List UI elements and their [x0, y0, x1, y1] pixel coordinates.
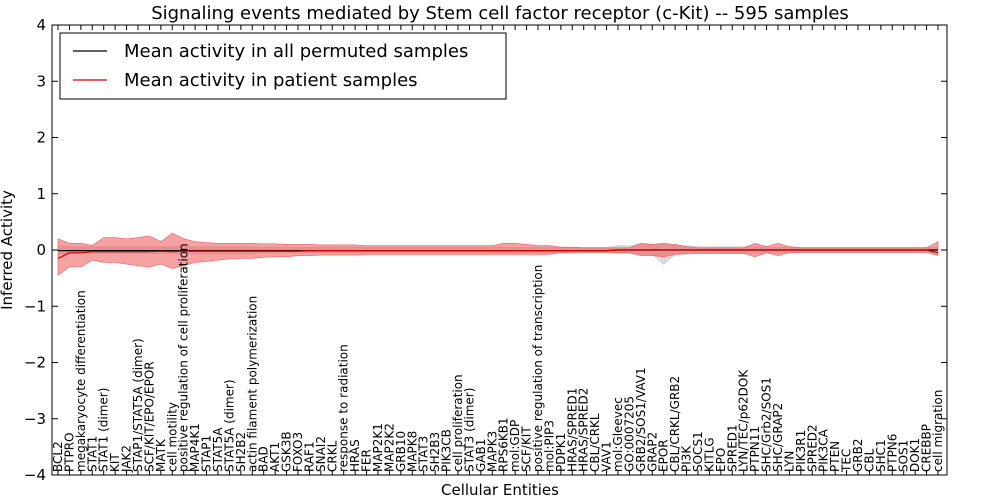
y-tick-label: 3 [36, 72, 46, 90]
x-tick-label: actin filament polymerization [245, 296, 259, 472]
x-tick-label: STAT5A [211, 427, 225, 472]
x-tick-label: PIK3CB [440, 429, 454, 472]
x-tick-label: SOCS1 [691, 431, 705, 472]
x-tick-label: GRB2 [851, 438, 865, 472]
y-tick-label: 2 [36, 129, 46, 147]
x-tick-label: SPRED1 [725, 424, 739, 472]
x-tick-label: mol:Gleevec [611, 397, 625, 472]
x-tick-label: cell motility [165, 402, 179, 472]
x-tick-label: megakaryocyte differentiation [74, 290, 88, 472]
x-tick-label: EPOR [657, 439, 671, 472]
legend-label-1: Mean activity in all permuted samples [124, 41, 468, 62]
y-tick-label: −3 [24, 410, 46, 428]
x-tick-label: DOK1 [908, 438, 922, 472]
x-tick-label: PTEN [828, 441, 842, 472]
x-tick-label: PI3K [680, 445, 694, 472]
x-tick-label: VAV1 [600, 441, 614, 472]
plot-area [57, 232, 939, 276]
x-tick-label: KITLG [702, 437, 716, 472]
x-tick-label: RPS6KB1 [497, 417, 511, 472]
x-tick-label: GO:0007205 [622, 396, 636, 472]
x-tick-label: KIT [108, 453, 122, 472]
x-tick-label: GSK3B [280, 431, 294, 472]
x-tick-label: positive regulation of transcription [531, 265, 545, 472]
x-tick-label: SHC/Grb2/SOS1 [760, 377, 774, 472]
x-tick-label: response to radiation [337, 344, 351, 472]
x-tick-label: STAP1 [200, 435, 214, 472]
x-tick-label: SCF/KIT [520, 426, 534, 472]
x-tick-label: MATK [154, 438, 168, 472]
x-tick-label: SH2B3 [428, 432, 442, 472]
x-tick-label: MAPK3 [485, 431, 499, 472]
x-tick-label: STAT1 [85, 436, 99, 472]
y-tick-label: −4 [24, 466, 46, 484]
x-tick-label: GRB2/SOS1/VAV1 [634, 367, 648, 472]
y-tick-label: 4 [36, 16, 46, 34]
x-tick-label: STAT5A (dimer) [222, 379, 236, 472]
x-tick-label: MAPK8 [405, 431, 419, 472]
x-tick-label: GRAP2 [645, 432, 659, 472]
x-tick-label: STAT3 [417, 436, 431, 472]
x-tick-label: HRAS [348, 439, 362, 472]
series-band-2 [57, 232, 939, 276]
y-tick-label: 1 [36, 185, 46, 203]
legend: Mean activity in all permuted samples Mea… [59, 32, 507, 100]
legend-box [59, 32, 507, 100]
x-tick-label: MAP2K1 [371, 423, 385, 472]
x-tick-label: CREBBP [920, 424, 934, 472]
x-tick-label: STAT1 (dimer) [97, 388, 111, 472]
x-tick-label: PDPK1 [554, 433, 568, 472]
x-tick-label: cell proliferation [451, 374, 465, 472]
x-tick-label: STAT3 (dimer) [462, 388, 476, 472]
x-tick-label: FER [360, 449, 374, 472]
x-tick-label: EPO [714, 448, 728, 472]
x-tick-label: GRB10 [394, 431, 408, 472]
x-tick-label: RAF1 [302, 441, 316, 472]
x-tick-label: CRKL [325, 440, 339, 472]
x-tick-label: SPRED2 [805, 424, 819, 472]
x-tick-label: MAP2K2 [382, 423, 396, 472]
x-tick-label: PTPN6 [885, 434, 899, 472]
x-tick-label: AKT1 [268, 442, 282, 472]
x-tick-label: STAP1/STAT5A (dimer) [131, 338, 145, 472]
x-tick-label: BAD [257, 446, 271, 472]
x-tick-label: HRAS/SPRED1 [565, 388, 579, 472]
x-tick-label: HRAS/SPRED2 [577, 388, 591, 472]
x-tick-label: PTPRO [62, 432, 76, 472]
x-tick-label: SHC/GRAP2 [771, 403, 785, 472]
series-line-2 [57, 249, 939, 259]
x-tick-label: BCL2 [51, 441, 65, 472]
x-tick-label: SHC1 [874, 439, 888, 472]
x-tick-label: FOXO3 [291, 432, 305, 472]
y-tick-label: −1 [24, 297, 46, 315]
x-tick-label: mol:GDP [508, 420, 522, 472]
y-axis-label: Inferred Activity [0, 190, 16, 310]
x-tick-label: PIK3CA [817, 428, 831, 472]
x-tick-label: CBL/CRKL [588, 413, 602, 472]
x-tick-label: MAP4K1 [188, 423, 202, 472]
x-axis-label: Cellular Entities [441, 481, 559, 499]
x-tick-label: JAK2 [120, 445, 134, 473]
x-tick-label: SOS1 [897, 440, 911, 472]
x-tick-label: PIK3R1 [794, 430, 808, 472]
x-tick-label: PTPN11 [748, 426, 762, 472]
x-tick-label: LYN/TEC/p62DOK [737, 369, 751, 472]
x-tick-label: SH2B2 [234, 432, 248, 472]
y-tick-label: −2 [24, 354, 46, 372]
y-tick-label: 0 [36, 241, 46, 259]
legend-label-2: Mean activity in patient samples [124, 70, 418, 91]
x-tick-label: cell migration [931, 390, 945, 472]
x-tick-label: positive regulation of cell proliferatio… [177, 243, 191, 472]
x-tick-label: GAB1 [474, 439, 488, 472]
x-tick-label: TEC [840, 449, 854, 473]
x-tick-label: LYN [782, 451, 796, 472]
x-tick-label: CBL/CRKL/GRB2 [668, 376, 682, 472]
x-tick-label: SNAI2 [314, 436, 328, 472]
x-tick-label: CBL [862, 448, 876, 472]
x-tick-label: SCF/KIT/EPO/EPOR [142, 361, 156, 472]
x-tick-label: mol:PIP3 [542, 420, 556, 472]
chart-title: Signaling events mediated by Stem cell f… [151, 3, 849, 24]
